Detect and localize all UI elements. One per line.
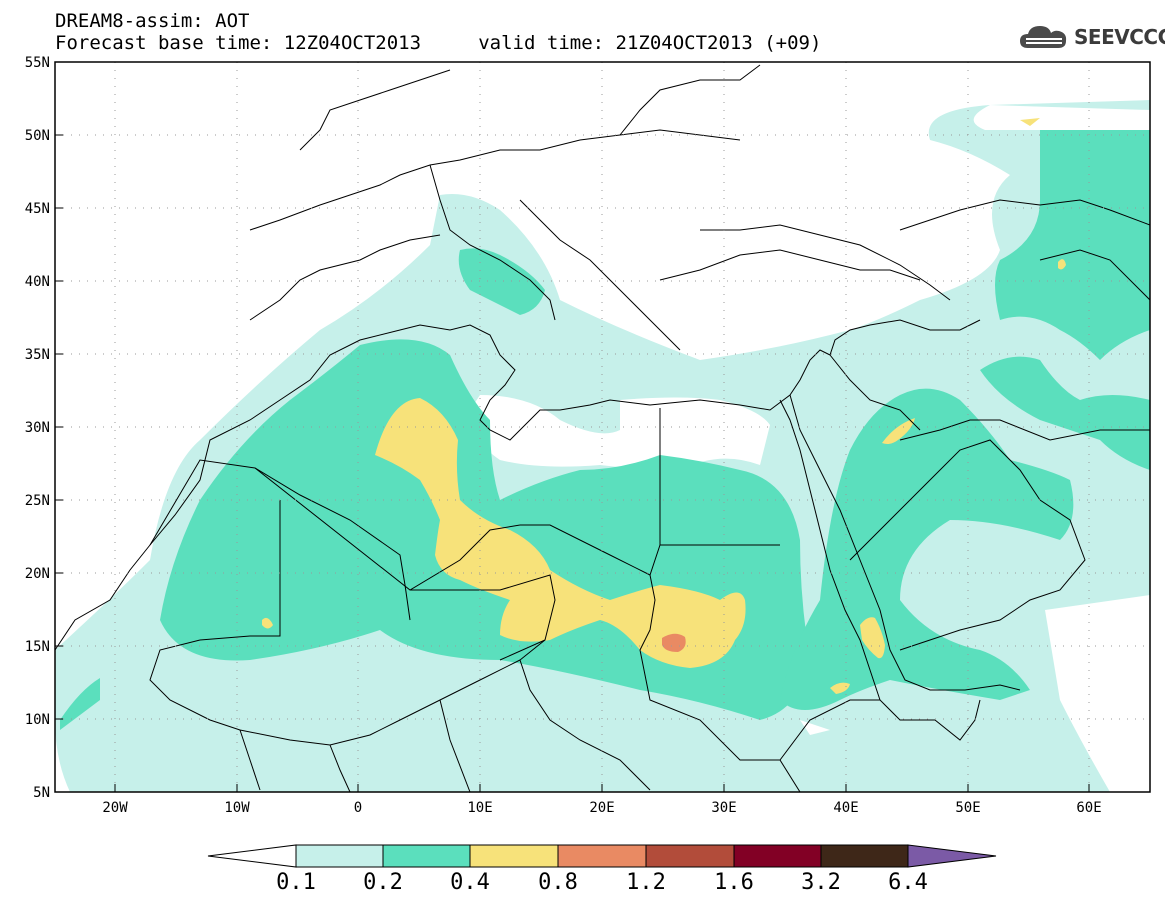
colorbar-label: 1.6 [714, 870, 754, 895]
axis-ticks [55, 134, 1090, 792]
colorbar-swatch [469, 844, 559, 868]
aot-layer-0-4 [262, 118, 1066, 694]
colorbar-swatch [557, 844, 647, 868]
lon-label: 50E [955, 800, 980, 816]
aot-layer-0-8 [662, 633, 686, 652]
seevccc-logo: SEEVCCC [1018, 22, 1165, 52]
lon-label: 10W [224, 800, 250, 816]
lat-label: 10N [25, 712, 50, 728]
colorbar-swatch [733, 844, 822, 868]
colorbar-label: 0.2 [363, 870, 403, 895]
colorbar-swatch [820, 844, 909, 868]
colorbar-label: 0.8 [538, 870, 578, 895]
map-grid [55, 62, 1150, 792]
lat-label: 45N [25, 201, 50, 217]
latitude-labels: 55N 50N 45N 40N 35N 30N 25N 20N 15N 10N … [25, 55, 50, 801]
colorbar-label: 0.4 [450, 870, 490, 895]
lon-label: 30E [711, 800, 736, 816]
lon-label: 10E [467, 800, 492, 816]
clear-patches [470, 105, 1150, 792]
lat-label: 30N [25, 420, 50, 436]
lat-label: 55N [25, 55, 50, 71]
colorbar-swatch [295, 844, 384, 868]
lon-label: 20E [589, 800, 614, 816]
country-borders [55, 64, 1150, 792]
colorbar-arrow-high [907, 844, 997, 868]
colorbar-arrow-low [207, 844, 297, 868]
colorbar-label: 1.2 [626, 870, 666, 895]
colorbar-label: 0.1 [276, 870, 316, 895]
lon-label: 60E [1076, 800, 1101, 816]
lat-label: 35N [25, 347, 50, 363]
colorbar-swatch [382, 844, 471, 868]
colorbar-swatch [645, 844, 735, 868]
lon-label: 20W [102, 800, 128, 816]
map-title: DREAM8-assim: AOT [55, 10, 250, 32]
forecast-time-line: Forecast base time: 12Z04OCT2013 valid t… [55, 32, 822, 54]
lat-label: 40N [25, 274, 50, 290]
lon-label: 0 [354, 800, 362, 816]
lat-label: 5N [33, 785, 50, 801]
lat-label: 20N [25, 566, 50, 582]
lat-label: 50N [25, 128, 50, 144]
colorbar [207, 844, 997, 868]
lon-label: 40E [833, 800, 858, 816]
logo-text: SEEVCCC [1074, 25, 1165, 49]
colorbar-label: 3.2 [801, 870, 841, 895]
lat-label: 15N [25, 639, 50, 655]
longitude-labels: 20W 10W 0 10E 20E 30E 40E 50E 60E [102, 800, 1101, 816]
lat-label: 25N [25, 493, 50, 509]
cloud-icon [1020, 26, 1067, 48]
colorbar-label: 6.4 [888, 870, 928, 895]
